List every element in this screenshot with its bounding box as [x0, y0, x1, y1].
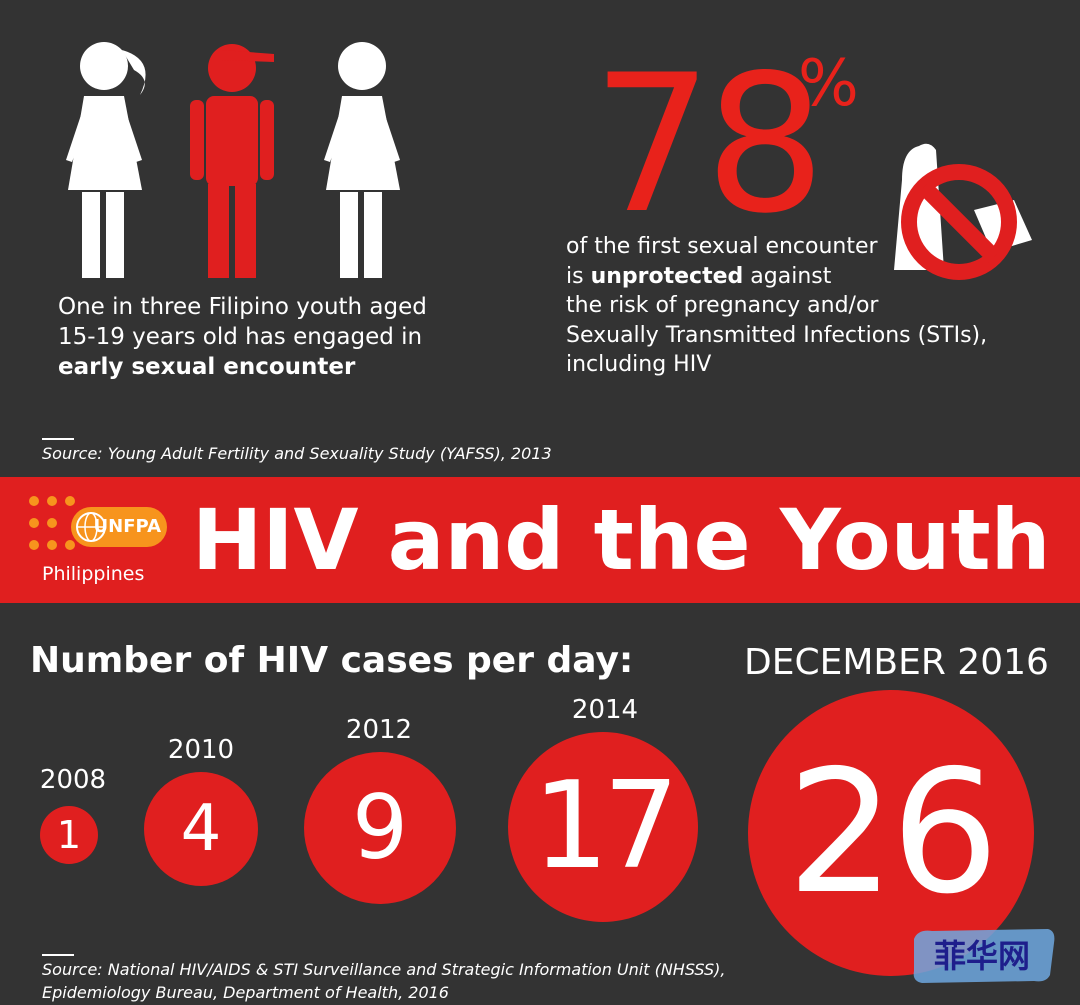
source-nhsss-line-2: Epidemiology Bureau, Department of Healt…: [42, 983, 449, 1002]
boy-figure-icon: [190, 44, 274, 278]
source-nhsss-line-1: Source: National HIV/AIDS & STI Surveill…: [42, 960, 726, 979]
cases-circle-2014: 17: [508, 732, 698, 922]
girl-figure-icon: [66, 42, 146, 278]
unprotected-line-2-post: against: [743, 263, 832, 289]
percent-number: 78: [592, 34, 826, 255]
cases-circle-2008: 1: [40, 806, 98, 864]
unprotected-line-4: Sexually Transmitted Infections (STIs),: [566, 322, 988, 348]
year-label-2008: 2008: [39, 765, 107, 795]
youth-stat-line-2: 15-19 years old has engaged in: [58, 324, 423, 350]
no-condom-icon: [894, 143, 1032, 280]
youth-stat-text: One in three Filipino youth aged 15-19 y…: [58, 292, 478, 382]
source-nhsss: Source: National HIV/AIDS & STI Surveill…: [42, 958, 725, 1004]
unprotected-stat-text: of the first sexual encounter is unprote…: [566, 232, 1026, 380]
watermark-text: 菲华网: [934, 937, 1031, 975]
year-label-2016: DECEMBER 2016: [744, 642, 1049, 683]
unprotected-line-2-pre: is: [566, 263, 591, 289]
unfpa-dots-icon: [29, 496, 75, 550]
unprotected-line-3: the risk of pregnancy and/or: [566, 293, 879, 318]
cases-circle-2016: 26: [748, 690, 1034, 976]
unprotected-bold: unprotected: [590, 263, 744, 289]
cases-circle-2010: 4: [144, 772, 258, 886]
girl-figure-icon: [324, 42, 400, 278]
source-yafss: Source: Young Adult Fertility and Sexual…: [42, 444, 552, 463]
youth-stat-line-3: early sexual encounter: [58, 352, 478, 382]
year-label-2010: 2010: [167, 735, 235, 765]
year-label-2012: 2012: [345, 715, 413, 745]
youth-stat-line-1: One in three Filipino youth aged: [58, 294, 427, 320]
source-divider: [42, 438, 74, 440]
watermark-badge-icon: [913, 929, 1055, 983]
unprotected-line-1: of the first sexual encounter: [566, 234, 878, 259]
cases-circle-2012: 9: [304, 752, 456, 904]
year-label-2014: 2014: [571, 695, 639, 725]
unfpa-philippines-label: Philippines: [42, 563, 145, 585]
unprotected-line-5: including HIV: [566, 352, 712, 377]
unprotected-line-2: is unprotected against: [566, 262, 1026, 292]
youth-stat-bold: early sexual encounter: [58, 354, 356, 380]
unfpa-globe-icon: [76, 512, 106, 542]
banner-title: HIV and the Youth: [192, 491, 1051, 589]
percent-sign: %: [798, 47, 859, 121]
cases-title: Number of HIV cases per day:: [30, 640, 634, 681]
title-banner: [0, 477, 1080, 603]
source-divider-2: [42, 954, 74, 956]
